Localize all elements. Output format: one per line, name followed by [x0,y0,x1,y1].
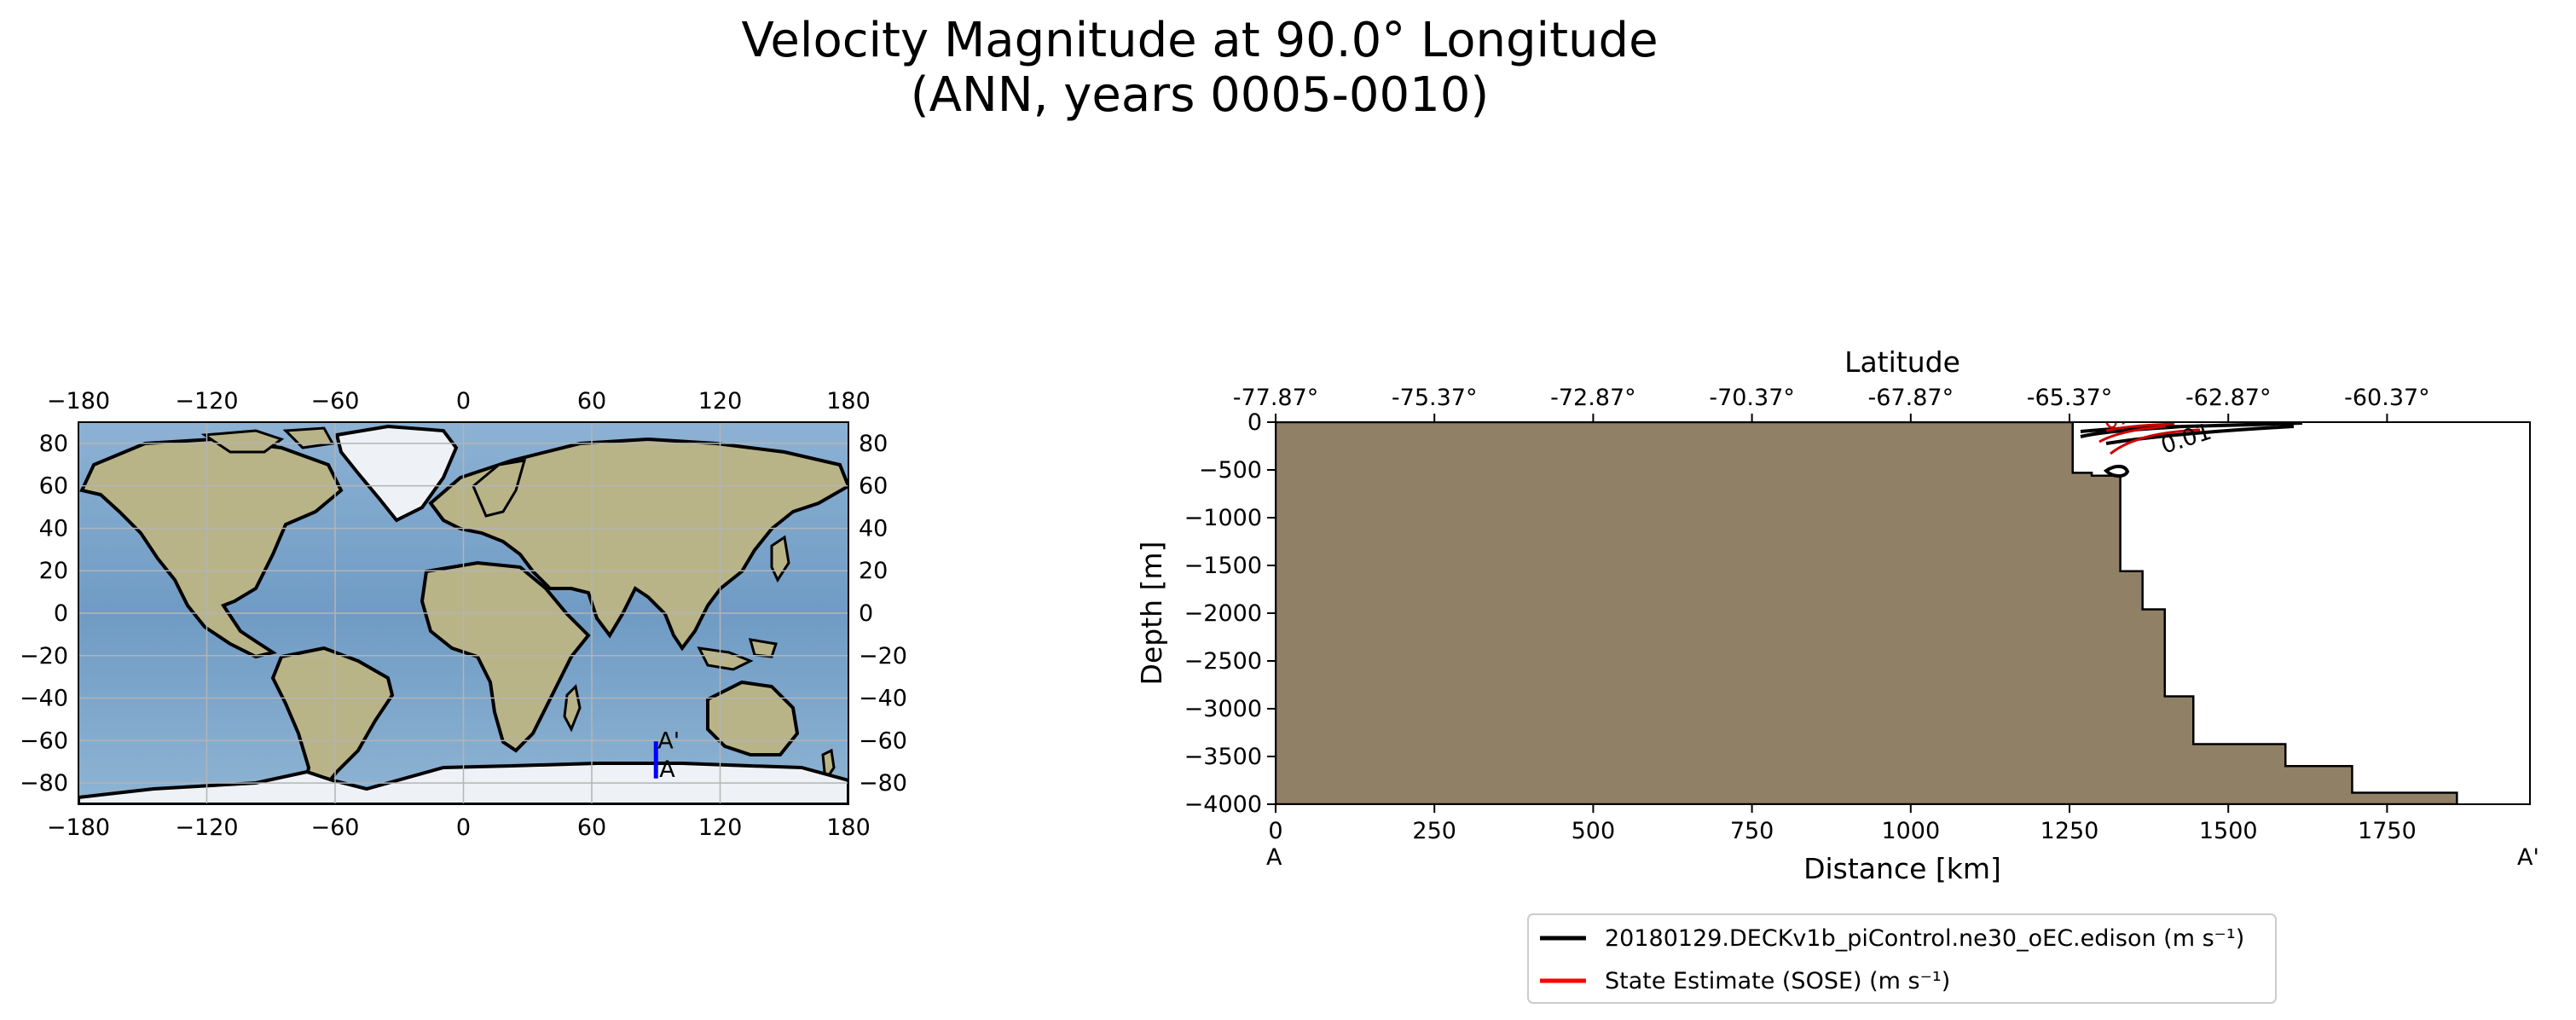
contour-sose [2098,422,2201,455]
section-ylabel: Depth [m] [1135,542,1168,686]
section-xtick-label: 750 [1730,818,1774,844]
map-right-tick-label: −80 [859,770,907,797]
section-xtick-label: 1750 [2358,818,2417,844]
map-right-tick-label: −20 [859,643,907,669]
section-top-tick-label: -75.37° [1392,385,1478,411]
section-top-tick-label: -70.37° [1709,385,1795,411]
map-right-tick-label: 60 [859,473,888,500]
section-xlabel: Distance [km] [1803,852,2001,885]
land-australia [706,680,800,756]
map-right-tick-label: 20 [859,558,888,584]
section-ytick-label: 0 [1247,409,1262,436]
map-bottom-tick-label: 120 [698,814,743,841]
map-top-tick-label: −60 [311,388,360,414]
section-top-tick-label: -77.87° [1233,385,1319,411]
map-top-tick-label: −120 [175,388,238,414]
map-right-tick-label: −60 [859,727,907,754]
section-ytick-label: −3500 [1184,744,1262,770]
section-ytick-label: −2000 [1184,600,1262,627]
legend-box [1527,913,2277,1004]
land-greenland [334,424,459,523]
map-right-tick-label: 40 [859,515,888,542]
legend: 20180129.DECKv1b_piControl.ne30_oEC.edis… [1527,913,2277,1004]
map-top-tick-label: 60 [577,388,606,414]
map-left-tick-label: 20 [39,558,68,584]
map-bottom-tick-label: 60 [577,814,606,841]
map-top-tick-label: −180 [47,388,110,414]
map-left-tick-label: 60 [39,473,68,500]
map-left-tick-label: 80 [39,431,68,457]
map-ticks: −180 −180 −120 −120 −60 −60 0 0 60 60 120 120 180 180… [20,388,907,841]
section-xtick-label: 1000 [1881,818,1940,844]
bathymetry-fill [1276,422,2458,804]
transect-end-label: A' [657,727,680,754]
land-madagascar [563,683,582,733]
section-ytick-label: −4000 [1184,791,1262,818]
map-frame [78,421,849,805]
section-xtick-label: 1250 [2041,818,2099,844]
transect-start-label: A [659,756,675,783]
section-top-tick-label: -72.87° [1550,385,1636,411]
section-top-tick-label: -62.87° [2185,385,2272,411]
section-top-tick-label: -60.37° [2344,385,2430,411]
legend-label-sose: State Estimate (SOSE) (m s⁻¹) [1605,968,1950,994]
map-left-tick-label: 40 [39,515,68,542]
section-xtick-label: 1500 [2199,818,2258,844]
section-panel: 0.01 0.01 0 250 500 750 1000 1250 1500 1750-77.… [1135,345,2539,885]
section-ytick-label: −500 [1199,457,1262,484]
section-xtick-label: 500 [1572,818,1616,844]
map-left-tick-label: −40 [20,686,68,712]
section-ticks: 0 250 500 750 1000 1250 1500 1750 -77.87° -75.37°… [1184,385,2430,844]
section-xtick-label: 0 [1268,818,1282,844]
land-japan [770,535,790,583]
map-top-tick-label: 180 [826,388,871,414]
map-right-tick-label: 0 [859,600,873,627]
map-land-group [78,424,848,804]
section-xtick-label: 250 [1412,818,1456,844]
section-ytick-label: −1000 [1184,505,1262,531]
map-panel: −180 −180 −120 −120 −60 −60 0 0 60 60 120 120 180 180… [20,388,907,841]
figure-title-line2: (ANN, years 0005-0010) [911,67,1490,123]
map-right-tick-label: 80 [859,431,888,457]
section-top-xlabel: Latitude [1844,345,1960,379]
legend-label-model: 20180129.DECKv1b_piControl.ne30_oEC.edis… [1605,925,2244,952]
map-right-tick-label: −40 [859,686,907,712]
map-left-tick-label: −60 [20,727,68,754]
map-bottom-tick-label: −180 [47,814,110,841]
map-bottom-tick-label: −120 [175,814,238,841]
section-top-tick-label: -65.37° [2027,385,2113,411]
figure-title-line1: Velocity Magnitude at 90.0° Longitude [741,13,1658,68]
map-bottom-tick-label: −60 [311,814,360,841]
map-top-tick-label: 0 [456,388,471,414]
land-north-america [79,437,344,659]
section-start-label: A [1266,844,1282,871]
land-indonesia [697,638,778,671]
contour-model-ring [2103,464,2130,478]
map-gridlines [78,422,848,804]
land-scandinavia [472,459,527,518]
map-top-tick-label: 120 [698,388,743,414]
map-left-tick-label: −80 [20,770,68,797]
section-ytick-label: −2500 [1184,648,1262,675]
section-end-label: A' [2517,844,2539,871]
map-bottom-tick-label: 180 [826,814,871,841]
map-bottom-tick-label: 0 [456,814,471,841]
land-eurasia [428,437,848,652]
map-left-tick-label: −20 [20,643,68,669]
section-top-tick-label: -67.87° [1868,385,1954,411]
section-ytick-label: −1500 [1184,553,1262,579]
map-left-tick-label: 0 [54,600,68,627]
section-ytick-label: −3000 [1184,696,1262,722]
